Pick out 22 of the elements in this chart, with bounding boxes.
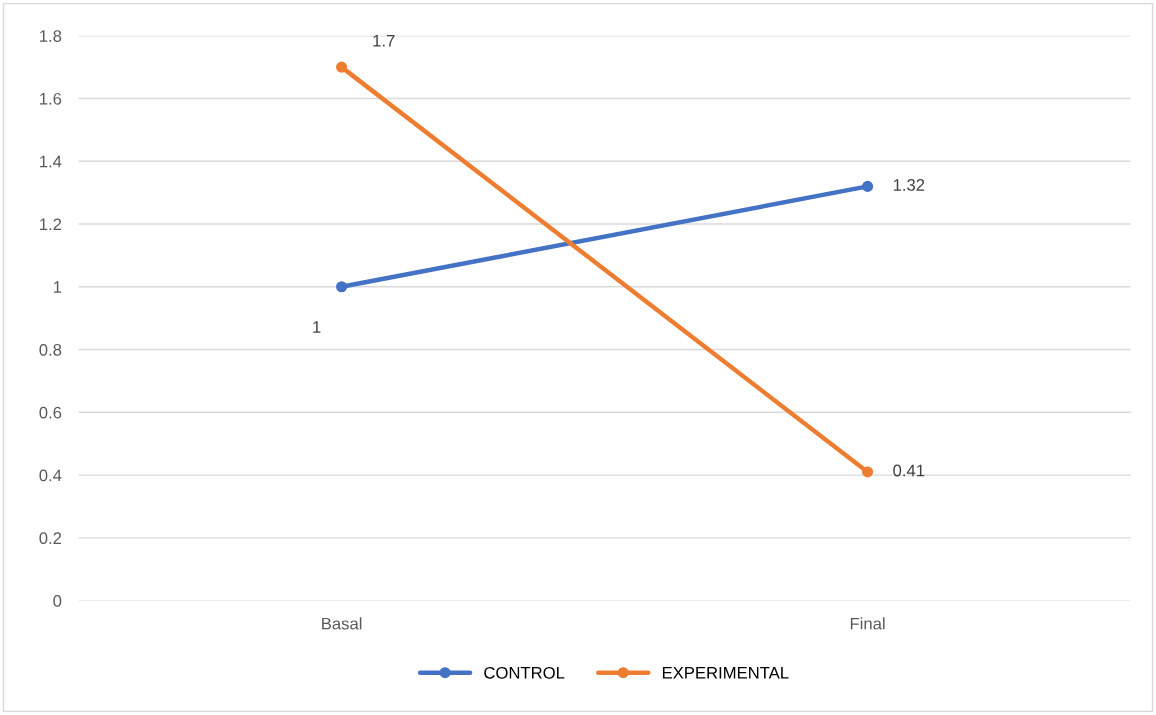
y-tick-label: 1.8	[40, 30, 62, 42]
data-label: 1.32	[893, 179, 925, 191]
data-label: 0.41	[893, 464, 925, 477]
x-tick-label: Final	[850, 617, 885, 630]
legend-label: EXPERIMENTAL	[662, 667, 789, 679]
y-tick-label: 0	[53, 595, 62, 607]
y-tick-label: 0.6	[39, 406, 62, 419]
point	[336, 61, 348, 73]
y-tick-label: 0.8	[39, 343, 62, 356]
y-tick-label: 1	[53, 281, 62, 293]
point	[336, 281, 348, 293]
y-tick-label: 1.4	[40, 155, 62, 168]
point	[862, 466, 874, 478]
data-label: 1.7	[373, 34, 395, 47]
point	[862, 180, 874, 192]
y-tick-label: 0.4	[39, 469, 62, 482]
y-tick-label: 0.2	[39, 532, 62, 545]
data-label: 1	[313, 321, 321, 333]
legend-label: CONTROL	[484, 666, 565, 679]
y-tick-label: 1.6	[40, 92, 62, 105]
x-tick-label: Basal	[322, 617, 362, 630]
y-tick-label: 1.2	[40, 218, 62, 231]
